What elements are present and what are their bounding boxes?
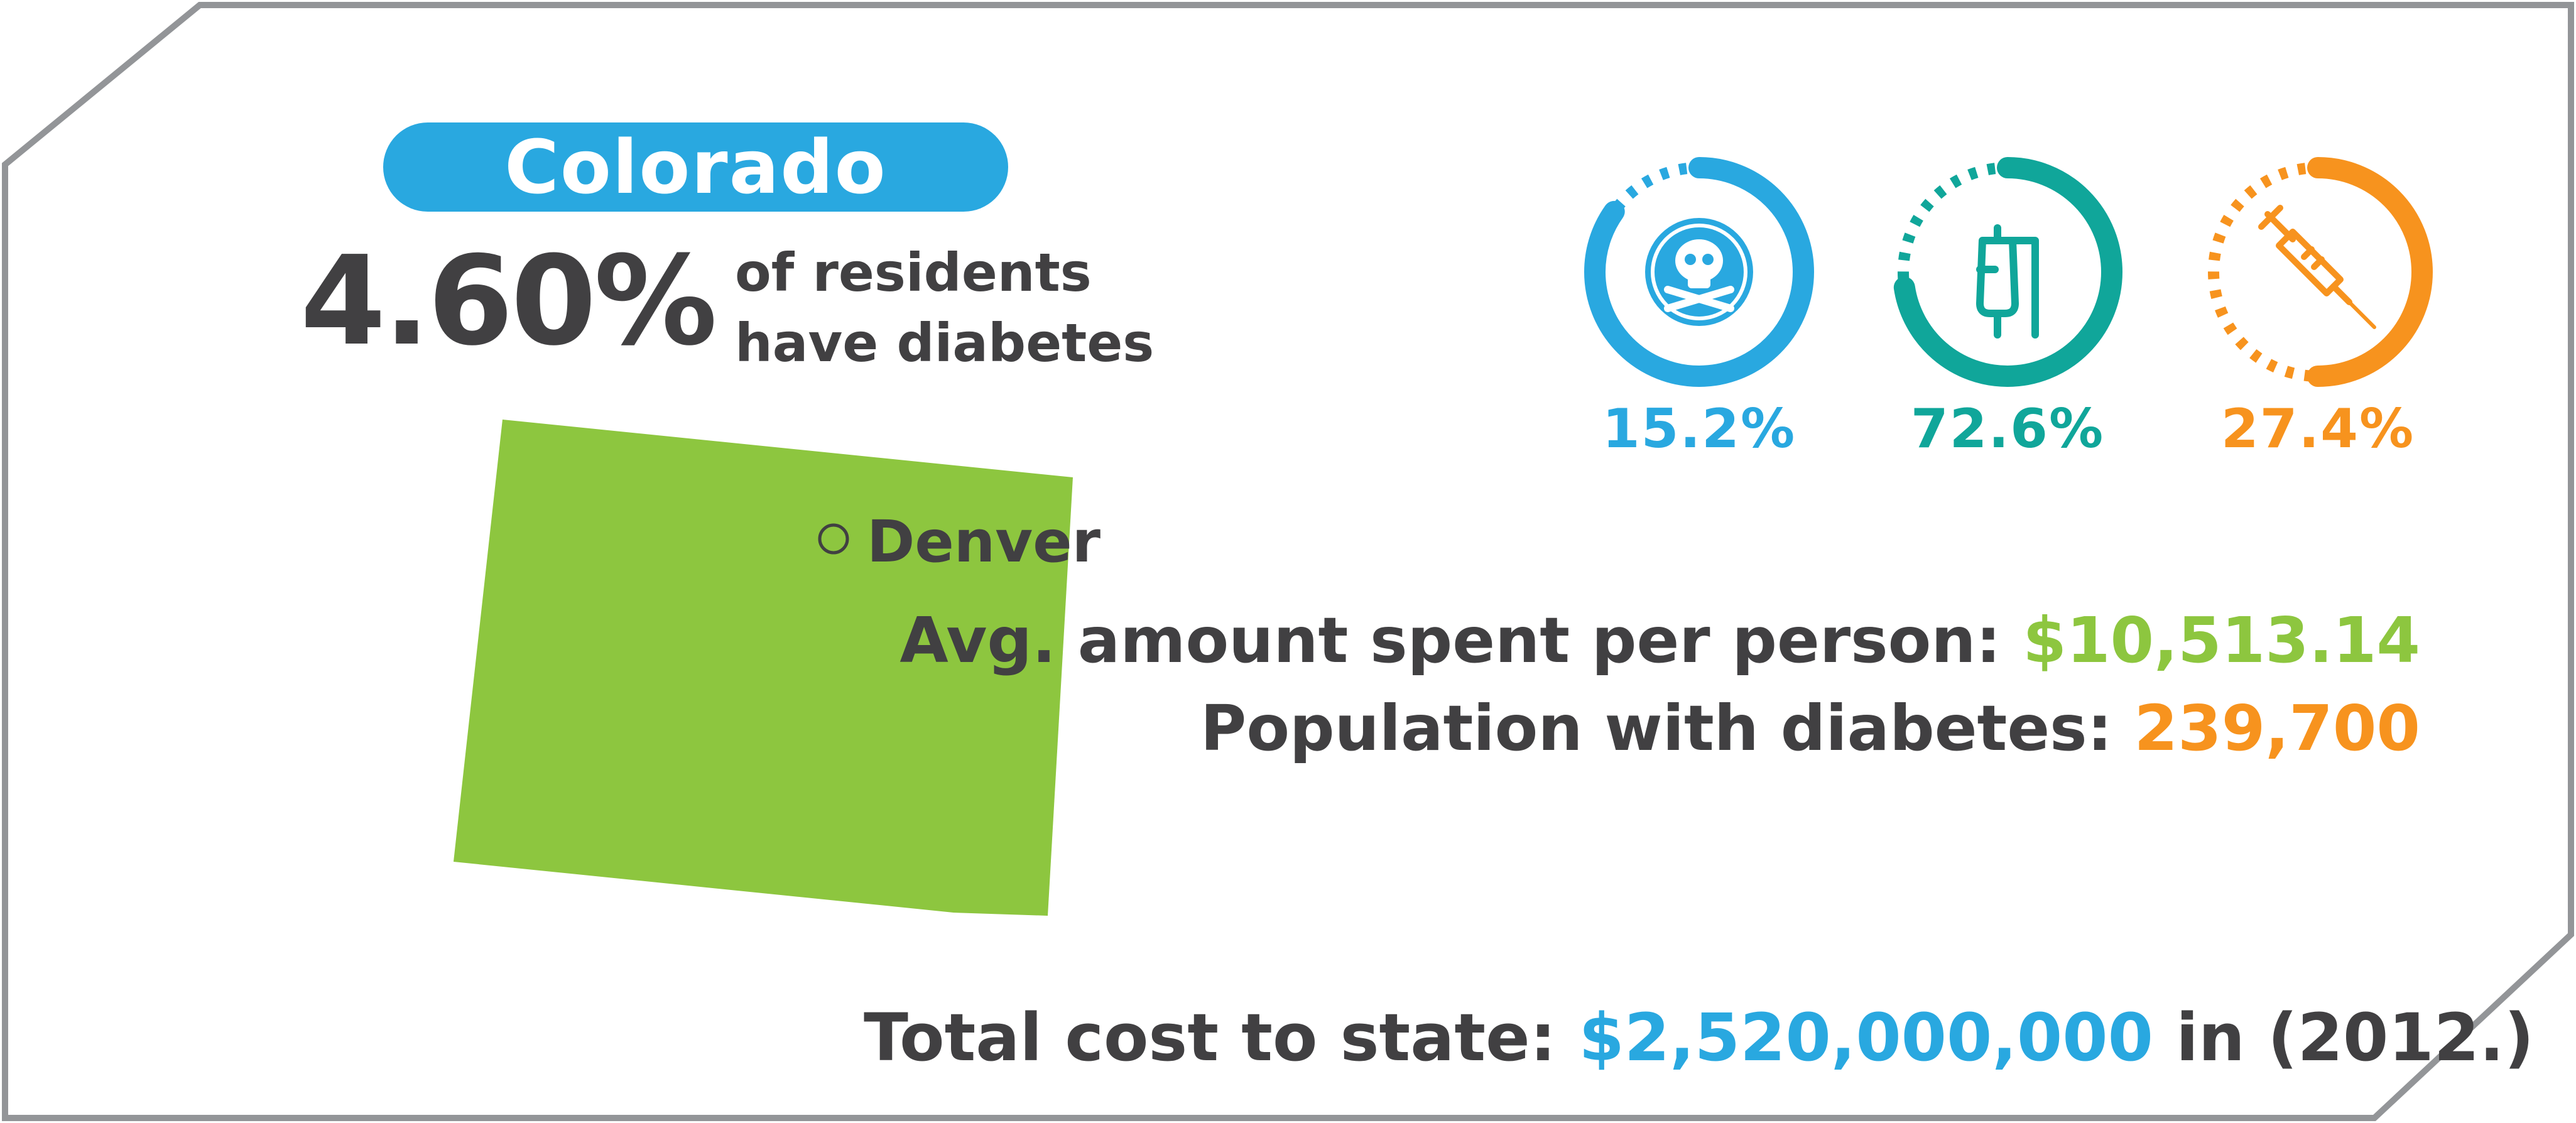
- ring-fill-arc: [1584, 157, 1814, 387]
- ring-chart: [2203, 157, 2433, 387]
- avg-spend-label: Avg. amount spent per person:: [899, 604, 2001, 677]
- avg-spend-line: Avg. amount spent per person: $10,513.14: [899, 603, 2420, 678]
- iv-bag-icon: [1976, 224, 2039, 339]
- total-cost-label: Total cost to state:: [864, 999, 1557, 1076]
- population-line: Population with diabetes: 239,700: [1200, 691, 2420, 766]
- city-label-denver: Denver: [867, 508, 1101, 575]
- stat-value-treatment: 72.6%: [1910, 398, 2105, 460]
- ring-chart: [1584, 157, 1814, 387]
- city-marker-icon: [818, 523, 849, 555]
- ring-fill-arc: [1893, 157, 2122, 387]
- total-cost-line: Total cost to state: $2,520,000,000 in (…: [864, 999, 2534, 1077]
- caption-line-2: have diabetes: [735, 312, 1155, 374]
- stat-value-insulin: 27.4%: [2220, 398, 2415, 460]
- diabetes-rate-value: 4.60%: [300, 230, 717, 373]
- total-cost-suffix: in (2012.): [2176, 999, 2535, 1076]
- total-cost-value: $2,520,000,000: [1579, 999, 2154, 1076]
- ring-fill-arc: [2203, 157, 2433, 387]
- population-value: 239,700: [2134, 692, 2420, 765]
- diabetes-rate-caption: of residents have diabetes: [735, 237, 1154, 378]
- syringe-icon: [2258, 205, 2376, 329]
- skull-crossbones-icon: [1645, 218, 1753, 326]
- caption-line-1: of residents: [735, 242, 1092, 303]
- stat-value-deaths: 15.2%: [1602, 398, 1796, 460]
- avg-spend-value: $10,513.14: [2023, 604, 2420, 677]
- population-label: Population with diabetes:: [1200, 692, 2112, 765]
- ring-chart: [1893, 157, 2122, 387]
- colorado-shape: [454, 420, 1073, 916]
- state-name-badge: Colorado: [383, 122, 1008, 212]
